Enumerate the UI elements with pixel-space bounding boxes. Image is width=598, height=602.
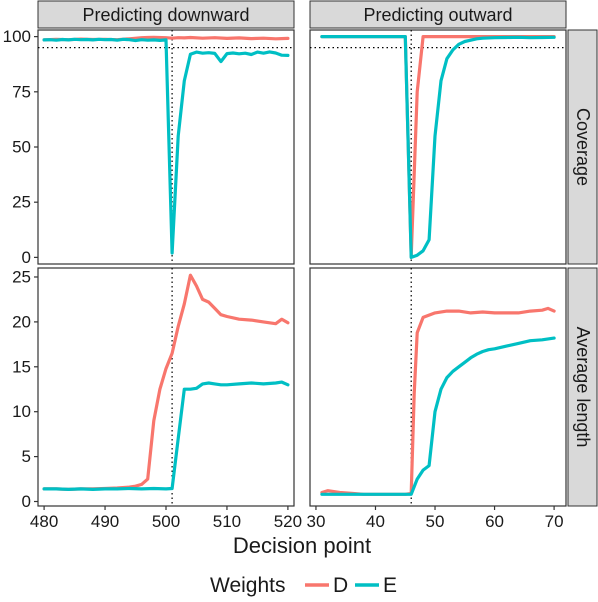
facet-strip-label: Coverage bbox=[573, 108, 593, 186]
x-tick-label: 40 bbox=[366, 512, 385, 531]
x-tick-label: 510 bbox=[213, 512, 241, 531]
x-tick-label: 500 bbox=[152, 512, 180, 531]
chart-panel bbox=[37, 29, 295, 265]
x-tick-label: 520 bbox=[274, 512, 302, 531]
x-tick-label: 30 bbox=[306, 512, 325, 531]
legend-label-E: E bbox=[383, 574, 397, 597]
y-tick-label: 50 bbox=[12, 138, 31, 157]
legend: Weights D E bbox=[210, 574, 397, 597]
x-tick-label: 490 bbox=[91, 512, 119, 531]
series-line-E bbox=[42, 380, 290, 491]
facet-strip-label: Predicting outward bbox=[363, 5, 512, 25]
y-tick-label: 75 bbox=[12, 82, 31, 101]
series-line-E bbox=[320, 34, 556, 259]
y-tick-label: 10 bbox=[12, 402, 31, 421]
x-tick-label: 60 bbox=[485, 512, 504, 531]
chart-panel bbox=[309, 29, 567, 265]
y-tick-label: 25 bbox=[12, 193, 31, 212]
x-tick-label: 480 bbox=[30, 512, 58, 531]
facet-strip-column bbox=[309, 0, 567, 29]
y-tick-label: 25 bbox=[12, 267, 31, 286]
y-tick-label: 15 bbox=[12, 357, 31, 376]
x-tick-label: 70 bbox=[545, 512, 564, 531]
y-tick-label: 5 bbox=[22, 447, 31, 466]
panel-border bbox=[37, 267, 295, 507]
y-tick-label: 100 bbox=[3, 27, 31, 46]
chart-panel bbox=[309, 267, 567, 507]
facet-strip-row bbox=[567, 29, 598, 265]
facet-strip-label: Predicting downward bbox=[82, 5, 249, 25]
panel-border bbox=[309, 29, 567, 265]
chart-panel bbox=[37, 267, 295, 507]
facet-strip-label: Average length bbox=[573, 327, 593, 448]
facet-strip-row bbox=[567, 267, 598, 507]
x-axis-title: Decision point bbox=[233, 533, 371, 558]
legend-title: Weights bbox=[210, 574, 285, 597]
y-tick-label: 0 bbox=[22, 492, 31, 511]
y-tick-label: 20 bbox=[12, 312, 31, 331]
facet-strip-column bbox=[37, 0, 295, 29]
y-tick-label: 0 bbox=[22, 248, 31, 267]
series-line-E bbox=[42, 37, 290, 255]
legend-label-D: D bbox=[333, 574, 348, 597]
series-line-E bbox=[320, 336, 556, 496]
panel-border bbox=[309, 267, 567, 507]
x-tick-label: 50 bbox=[426, 512, 445, 531]
